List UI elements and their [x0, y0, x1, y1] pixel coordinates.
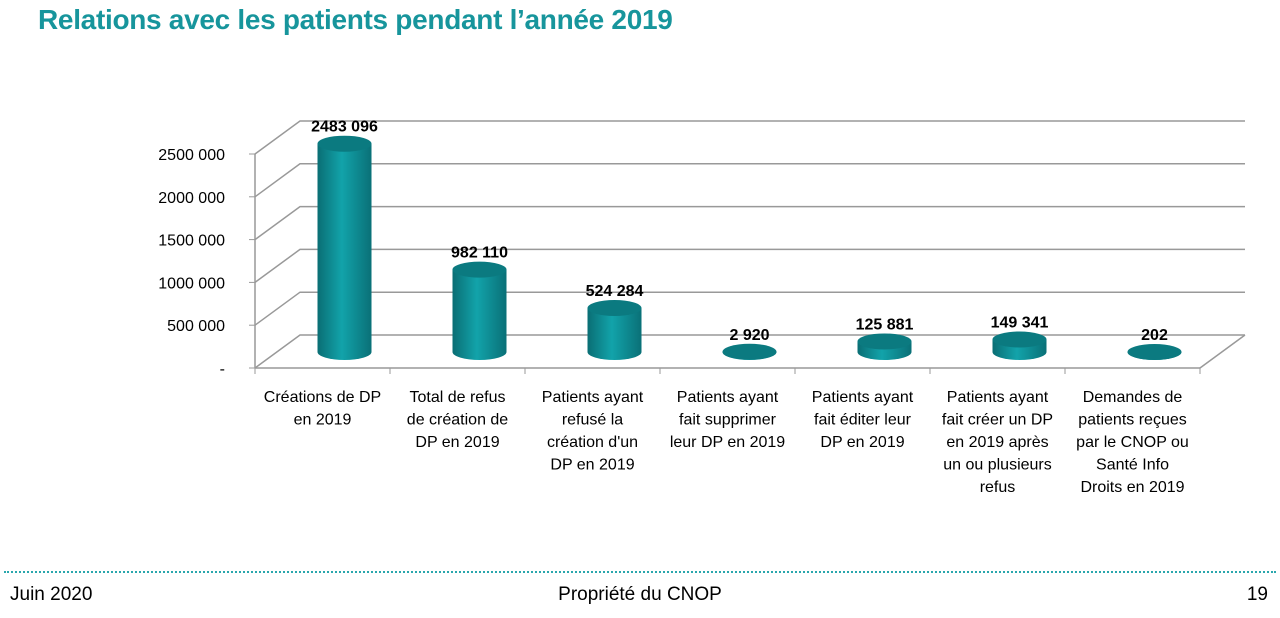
x-tick-label: Patients ayant — [947, 389, 1049, 406]
x-tick-label: patients reçues — [1078, 412, 1187, 429]
x-tick-label: de création de — [407, 412, 509, 429]
floor-edge — [1199, 334, 1246, 369]
y-tick-label: 2000 000 — [158, 190, 225, 207]
gridline — [254, 163, 1245, 198]
gridline — [254, 120, 1245, 155]
data-label: 2483 096 — [311, 119, 378, 136]
x-tick-label: DP en 2019 — [820, 434, 904, 451]
bar-top — [722, 343, 777, 360]
x-tick-label: DP en 2019 — [550, 457, 634, 474]
x-tick-label: fait éditer leur — [814, 412, 912, 429]
bar — [587, 308, 642, 360]
gridline — [254, 291, 1245, 326]
page-title: Relations avec les patients pendant l’an… — [38, 4, 673, 35]
x-tick-label: Créations de DP — [264, 389, 381, 406]
x-tick-label: Demandes de — [1083, 389, 1183, 406]
x-tick-label: Patients ayant — [677, 389, 779, 406]
data-label: 524 284 — [586, 283, 644, 300]
x-tick-label: par le CNOP ou — [1076, 434, 1189, 451]
bar-top — [587, 300, 642, 317]
gridline — [254, 334, 1245, 369]
x-tick-label: en 2019 — [294, 412, 352, 429]
bar-top — [857, 333, 912, 350]
x-tick-label: fait supprimer — [679, 412, 777, 429]
gridline — [254, 205, 1245, 241]
bar — [452, 269, 507, 360]
y-tick-label: 2500 000 — [158, 147, 225, 164]
footer-owner: Propriété du CNOP — [558, 584, 722, 605]
y-tick-label: 1500 000 — [158, 233, 225, 250]
x-tick-label: création d'un — [547, 434, 638, 451]
bar-top — [452, 261, 507, 278]
footer-divider — [4, 571, 1276, 573]
x-tick-label: Patients ayant — [542, 389, 644, 406]
x-tick-label: Total de refus — [409, 389, 505, 406]
bar-chart: - 500 000 1000 000 1500 000 2000 000 2500 000… — [158, 119, 1246, 496]
data-label: 202 — [1141, 327, 1168, 344]
data-label: 982 110 — [451, 245, 508, 262]
data-label: 2 920 — [729, 327, 769, 344]
data-label: 149 341 — [991, 314, 1049, 331]
bar-top — [317, 135, 372, 152]
x-tick-label: en 2019 après — [946, 434, 1048, 451]
bar-top — [992, 331, 1047, 348]
page-number: 19 — [1246, 584, 1268, 605]
x-tick-label: refusé la — [562, 412, 623, 429]
x-tick-label: Patients ayant — [812, 389, 914, 406]
x-tick-label: leur DP en 2019 — [670, 434, 785, 451]
data-label: 125 881 — [856, 316, 914, 333]
x-tick-label: Santé Info — [1096, 457, 1169, 474]
footer-date: Juin 2020 — [10, 584, 93, 605]
bar-top — [1127, 343, 1182, 360]
y-tick-label: 1000 000 — [158, 275, 225, 292]
x-tick-label: Droits en 2019 — [1080, 479, 1184, 496]
x-tick-label: fait créer un DP — [942, 412, 1053, 429]
y-tick-label: - — [220, 361, 225, 378]
gridline — [254, 248, 1245, 284]
x-tick-label: DP en 2019 — [415, 434, 499, 451]
x-tick-label: refus — [980, 479, 1016, 496]
bar — [317, 143, 372, 360]
x-tick-label: un ou plusieurs — [943, 457, 1052, 474]
y-tick-label: 500 000 — [167, 318, 225, 335]
